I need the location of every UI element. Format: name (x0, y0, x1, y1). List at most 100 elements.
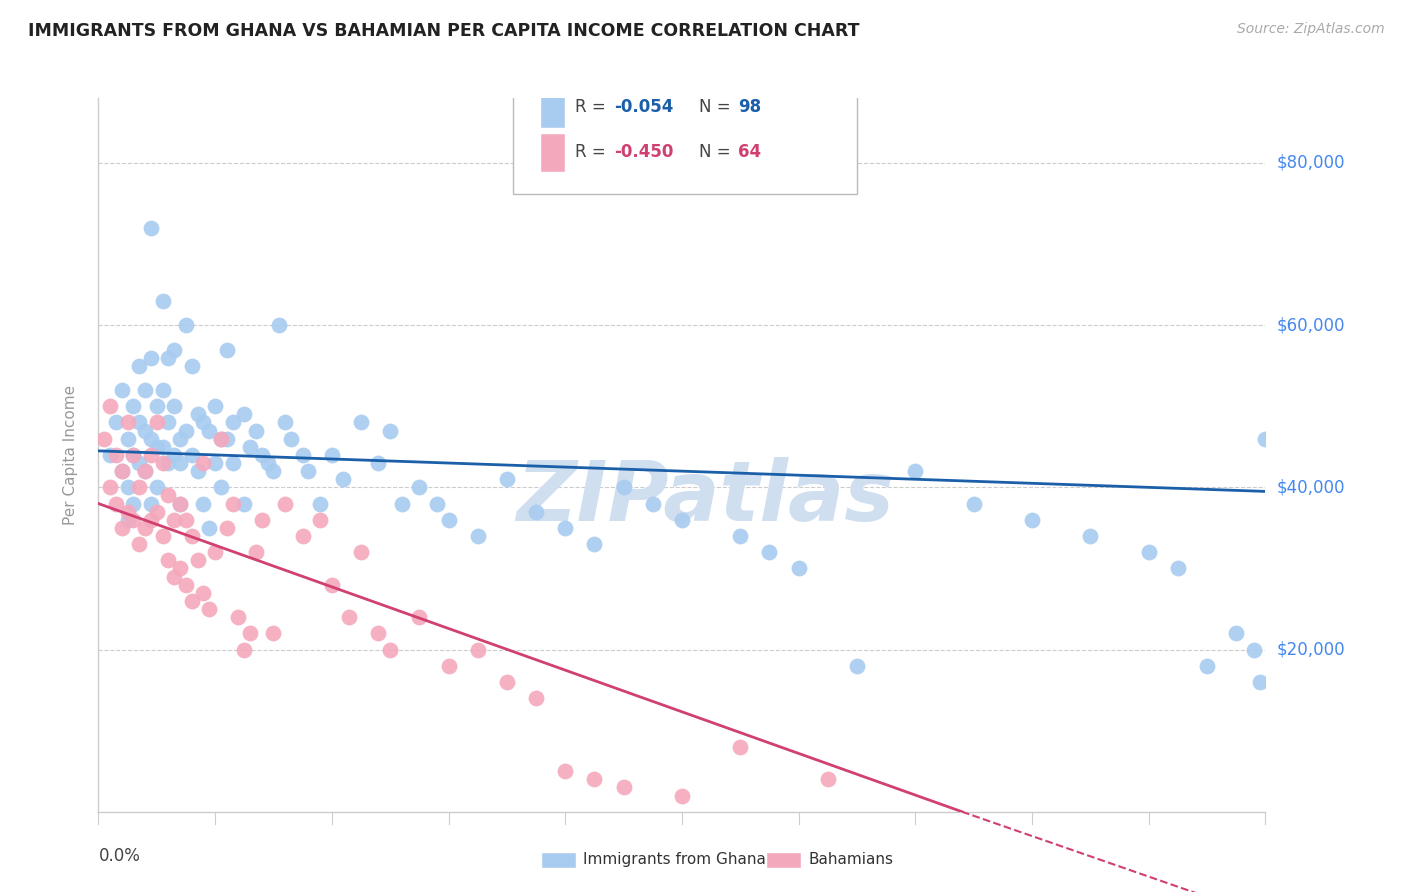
Point (904, 464, 927, 478)
Point (758, 545, 780, 559)
Point (1080, 529, 1102, 543)
Text: Bahamians: Bahamians (808, 853, 893, 867)
Point (204, 399, 226, 413)
Text: -0.054: -0.054 (614, 98, 673, 116)
Point (117, 513, 139, 527)
Point (157, 488, 180, 502)
Point (93, 432, 115, 446)
Point (239, 626, 262, 640)
Point (350, 545, 373, 559)
Point (139, 432, 162, 446)
Point (180, 448, 202, 462)
Point (193, 416, 215, 430)
Point (134, 464, 156, 478)
Point (187, 464, 209, 478)
Point (193, 456, 215, 470)
Point (104, 416, 127, 430)
Point (174, 318, 197, 333)
Point (350, 416, 373, 430)
Point (554, 764, 576, 779)
Point (163, 448, 186, 462)
Text: R =: R = (575, 144, 610, 161)
Point (122, 513, 145, 527)
Point (117, 432, 139, 446)
Point (1137, 545, 1160, 559)
Point (671, 789, 693, 803)
Point (495, 675, 517, 690)
Point (817, 772, 839, 787)
Point (128, 456, 150, 470)
Point (139, 220, 162, 235)
Text: N =: N = (699, 144, 737, 161)
Point (280, 432, 302, 446)
Point (128, 480, 150, 494)
Point (111, 521, 134, 535)
Point (111, 464, 134, 478)
Point (98, 448, 121, 462)
Point (274, 416, 297, 430)
Point (269, 318, 291, 333)
Point (256, 456, 278, 470)
FancyBboxPatch shape (513, 70, 856, 194)
Point (169, 561, 191, 575)
Point (233, 408, 256, 422)
Point (198, 521, 221, 535)
Point (309, 513, 332, 527)
Point (437, 513, 460, 527)
Point (245, 545, 267, 559)
Point (163, 513, 186, 527)
Point (1021, 513, 1043, 527)
Point (128, 359, 150, 373)
Point (297, 464, 319, 478)
Point (215, 343, 238, 357)
Point (728, 529, 751, 543)
Point (104, 497, 127, 511)
Point (583, 537, 606, 551)
Point (378, 642, 402, 657)
Point (221, 456, 243, 470)
Point (198, 602, 221, 616)
Point (321, 577, 343, 591)
Point (612, 780, 634, 795)
Text: ZIPatlas: ZIPatlas (516, 458, 894, 538)
Point (209, 432, 232, 446)
Point (122, 399, 145, 413)
Text: IMMIGRANTS FROM GHANA VS BAHAMIAN PER CAPITA INCOME CORRELATION CHART: IMMIGRANTS FROM GHANA VS BAHAMIAN PER CA… (28, 22, 859, 40)
Point (146, 505, 169, 519)
Point (193, 586, 215, 600)
Point (337, 610, 360, 624)
Point (408, 610, 430, 624)
Point (641, 497, 664, 511)
Point (163, 399, 186, 413)
Text: $40,000: $40,000 (1277, 478, 1346, 496)
Point (233, 497, 256, 511)
Text: Immigrants from Ghana: Immigrants from Ghana (583, 853, 766, 867)
Point (98, 480, 121, 494)
Point (169, 497, 191, 511)
Point (139, 448, 162, 462)
Point (671, 513, 693, 527)
Text: Source: ZipAtlas.com: Source: ZipAtlas.com (1237, 22, 1385, 37)
Point (163, 343, 186, 357)
Point (215, 432, 238, 446)
Point (111, 383, 134, 397)
Point (174, 424, 197, 438)
Point (146, 480, 169, 494)
Point (169, 497, 191, 511)
Text: N =: N = (699, 98, 737, 116)
Point (250, 513, 273, 527)
Point (134, 521, 156, 535)
Point (495, 472, 517, 486)
Point (128, 416, 150, 430)
Point (174, 513, 197, 527)
Point (146, 440, 169, 454)
Point (117, 505, 139, 519)
Point (152, 529, 174, 543)
Point (467, 642, 489, 657)
Point (583, 772, 606, 787)
Text: 64: 64 (738, 144, 761, 161)
Point (239, 440, 262, 454)
Point (262, 626, 284, 640)
Point (169, 456, 191, 470)
Point (139, 513, 162, 527)
